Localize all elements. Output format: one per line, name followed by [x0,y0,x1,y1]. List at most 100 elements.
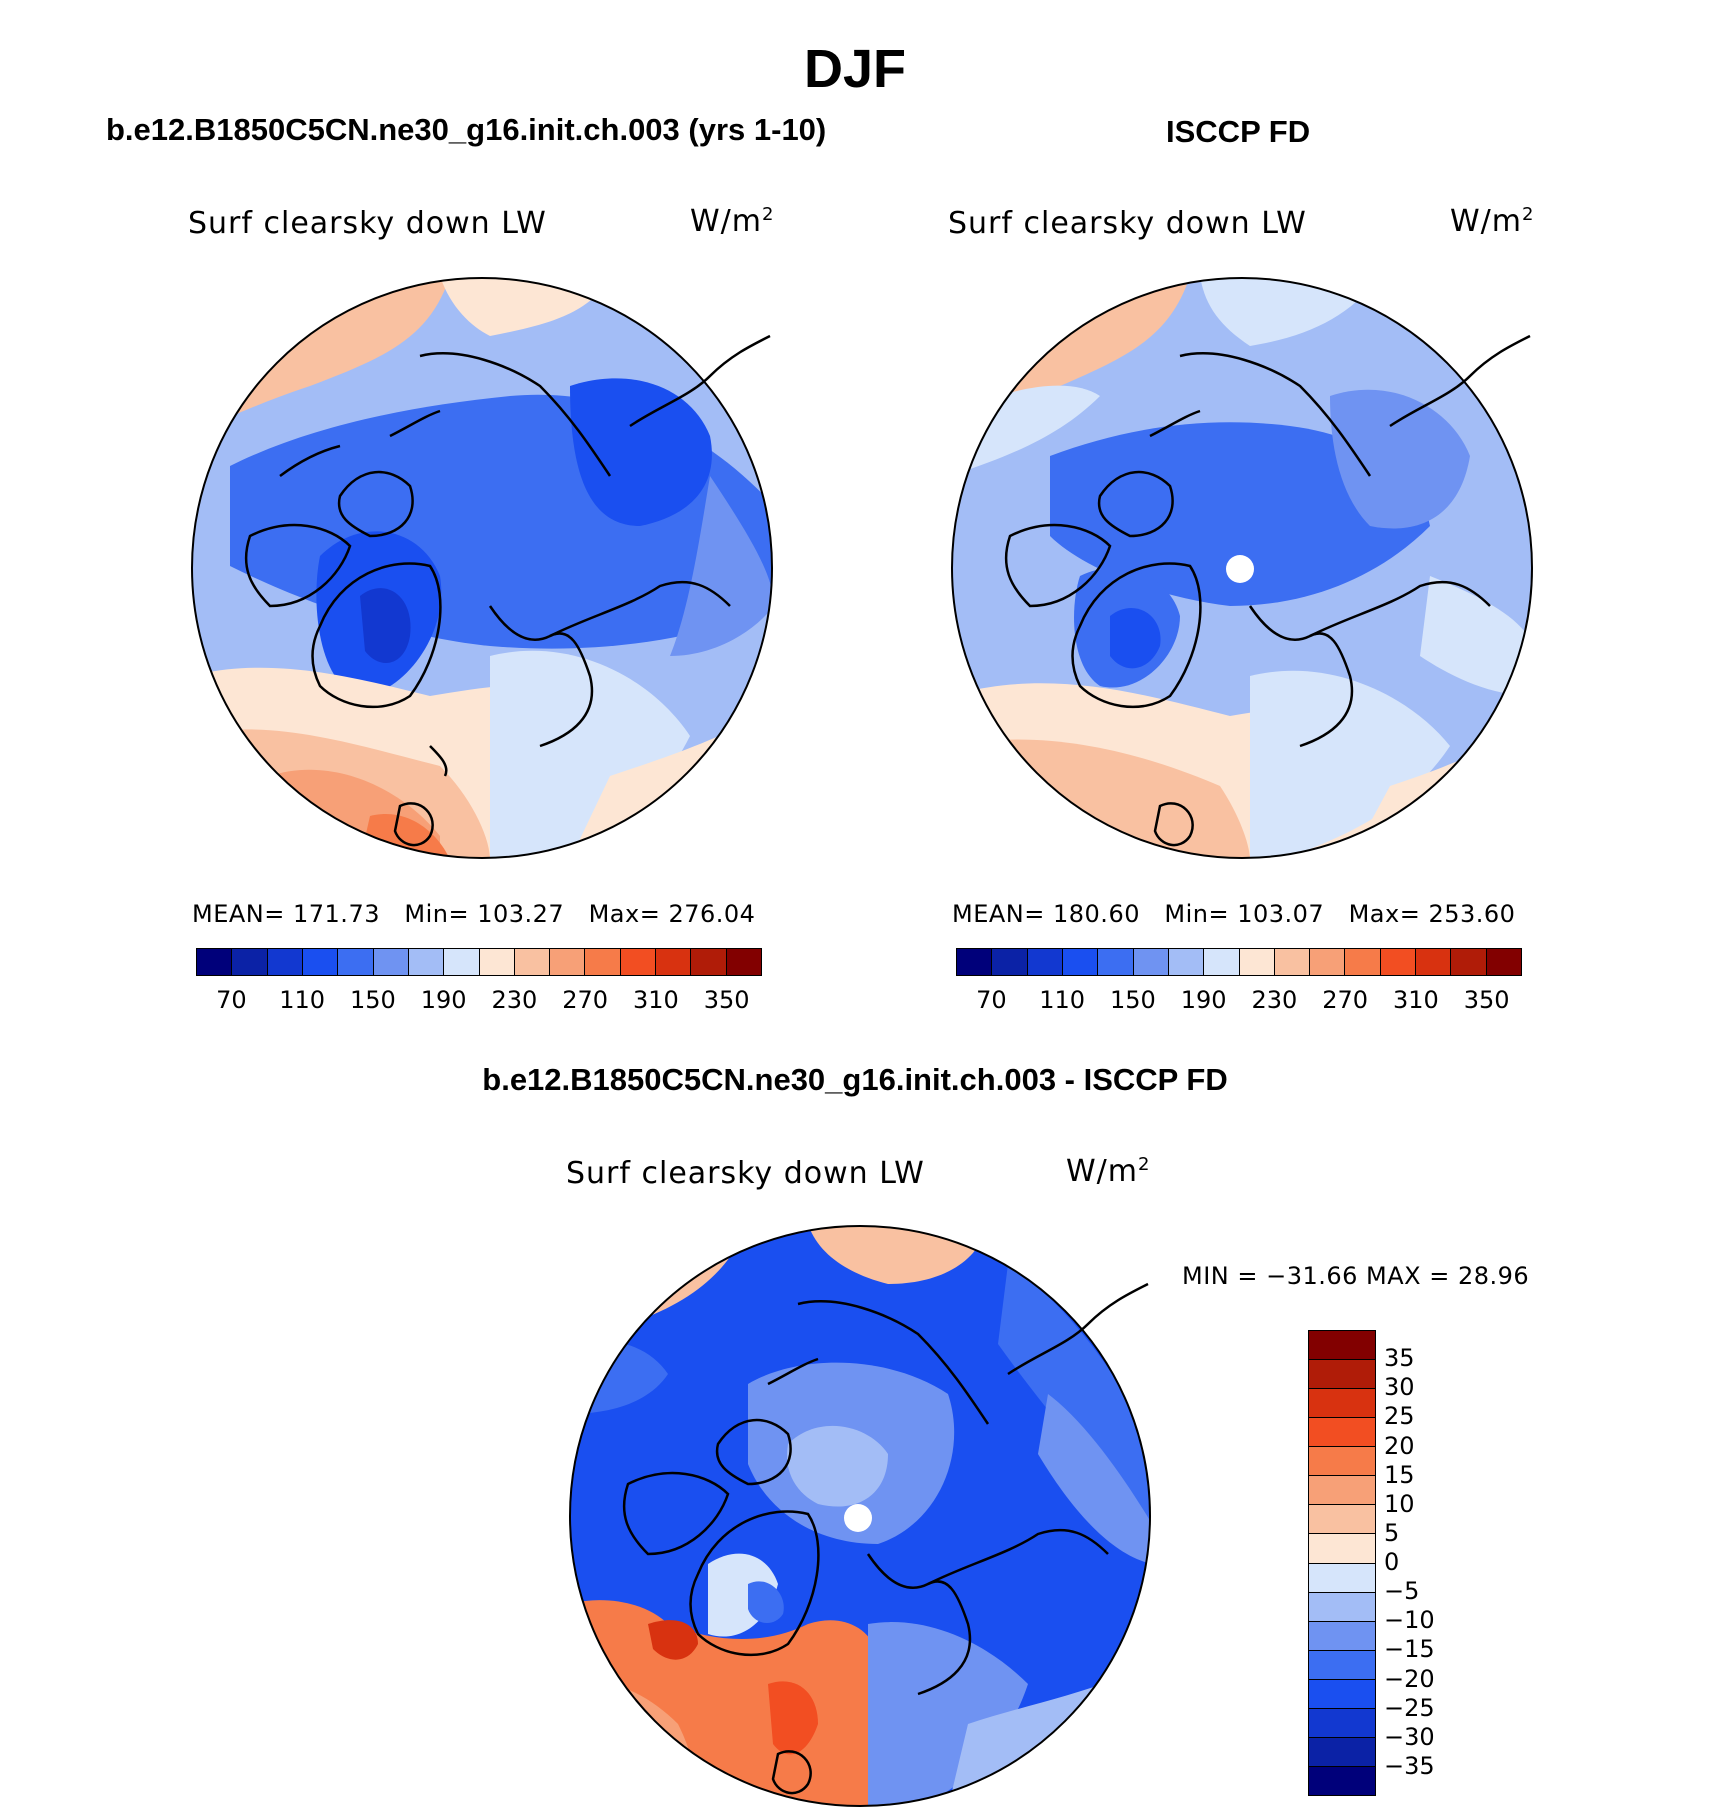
figure-title: DJF [803,39,906,99]
colorbar-swatch [1380,949,1417,975]
colorbar-swatch [620,949,657,975]
colorbar-swatch [1309,1534,1375,1564]
colorbar-swatch [1309,1708,1375,1738]
colorbar-tick-label: −10 [1384,1606,1435,1635]
colorbar-swatch [1239,949,1275,975]
colorbar-swatch [1309,1766,1375,1795]
colorbar-swatch [1098,949,1134,975]
colorbar-tick-label: 350 [1463,986,1510,1014]
colorbar-swatch [1486,949,1521,975]
colorbar-tick-label: 0 [1384,1548,1400,1576]
colorbar-swatch [1451,949,1487,975]
panel2-polar-map [951,277,1533,859]
colorbar-swatch [1062,949,1099,975]
colorbar-swatch [338,949,374,975]
colorbar-swatch [1309,1360,1375,1390]
colorbar-tick-label: −15 [1384,1635,1435,1664]
colorbar-swatch [302,949,339,975]
colorbar-swatch [656,949,692,975]
colorbar-tick-label: 25 [1384,1402,1415,1431]
panel3-case-title: b.e12.B1850C5CN.ne30_g16.init.ch.003 - I… [482,1062,1228,1097]
colorbar-tick-label: −30 [1384,1722,1435,1751]
colorbar-swatch [1309,1592,1375,1622]
colorbar-swatch [514,949,551,975]
colorbar-swatch [1309,1737,1375,1767]
colorbar-swatch [1309,1331,1375,1361]
colorbar-tick-label: 190 [420,986,467,1014]
colorbar-swatch [1309,1563,1375,1593]
colorbar-tick-label: 150 [349,986,396,1014]
panel1-case-title: b.e12.B1850C5CN.ne30_g16.init.ch.003 (yr… [106,112,827,147]
colorbar-tick-label: 270 [1322,986,1369,1014]
colorbar-swatch [1309,1389,1375,1419]
panel1-variable: Surf clearsky down LW [188,206,547,241]
colorbar-tick-label: 35 [1384,1344,1415,1373]
panel2-units: W/m2 [1450,204,1535,239]
colorbar-swatch [267,949,303,975]
colorbar-tick-label: 70 [216,986,247,1014]
colorbar-tick-label: −20 [1384,1664,1435,1693]
panel1-stats: MEAN= 171.73 Min= 103.27 Max= 276.04 [192,900,756,928]
panel3-minmax: MIN = −31.66 MAX = 28.96 [1182,1262,1530,1290]
colorbar-tick-label: 150 [1109,986,1156,1014]
colorbar-swatch [444,949,480,975]
colorbar-swatch [957,949,993,975]
colorbar-swatch [1309,1679,1375,1709]
panel3-colorbar-labels: 35 30 25 20 15 10 5 0 −5 −10 −15 −20 −25 −30 −35 [1384,1330,1504,1796]
panel1-colorbar [196,948,762,976]
colorbar-swatch [1309,1418,1375,1448]
colorbar-swatch [1345,949,1381,975]
panel1-units: W/m2 [690,204,775,239]
colorbar-tick-label: 110 [279,986,326,1014]
colorbar-swatch [232,949,268,975]
colorbar-tick-label: 30 [1384,1373,1415,1402]
colorbar-swatch [992,949,1028,975]
colorbar-swatch [1309,1621,1375,1651]
colorbar-tick-label: −25 [1384,1693,1435,1722]
colorbar-tick-label: 310 [1392,986,1439,1014]
colorbar-swatch [1274,949,1311,975]
colorbar-swatch [550,949,586,975]
panel3-colorbar [1308,1330,1376,1796]
colorbar-swatch [1027,949,1063,975]
colorbar-tick-label: 350 [703,986,750,1014]
colorbar-tick-label: 10 [1384,1489,1415,1518]
colorbar-swatch [726,949,761,975]
colorbar-tick-label: 70 [976,986,1007,1014]
colorbar-swatch [1310,949,1346,975]
colorbar-swatch [1204,949,1240,975]
colorbar-tick-label: 270 [562,986,609,1014]
colorbar-swatch [1309,1650,1375,1680]
panel2-colorbar-labels: 70 110 150 190 230 270 310 350 [956,986,1522,1016]
panel3-variable: Surf clearsky down LW [566,1156,925,1191]
colorbar-swatch [373,949,409,975]
colorbar-swatch [1309,1447,1375,1477]
colorbar-swatch [691,949,727,975]
colorbar-tick-label: 110 [1039,986,1086,1014]
colorbar-tick-label: −5 [1384,1577,1420,1606]
panel2-case-title: ISCCP FD [1166,114,1311,149]
colorbar-swatch [585,949,621,975]
colorbar-tick-label: 230 [491,986,538,1014]
colorbar-tick-label: 190 [1180,986,1227,1014]
colorbar-swatch [1309,1505,1375,1535]
panel2-stats: MEAN= 180.60 Min= 103.07 Max= 253.60 [952,900,1516,928]
colorbar-tick-label: 20 [1384,1431,1415,1460]
colorbar-swatch [1133,949,1169,975]
colorbar-tick-label: 15 [1384,1460,1415,1489]
panel3-units: W/m2 [1066,1154,1151,1189]
colorbar-swatch [1168,949,1205,975]
panel1-polar-map [191,277,773,859]
colorbar-swatch [479,949,515,975]
colorbar-tick-label: 5 [1384,1518,1400,1547]
colorbar-swatch [197,949,233,975]
colorbar-tick-label: 230 [1251,986,1298,1014]
colorbar-swatch [1416,949,1452,975]
colorbar-swatch [1309,1476,1375,1506]
panel2-variable: Surf clearsky down LW [948,206,1307,241]
panel3-polar-map [569,1225,1151,1807]
panel2-colorbar [956,948,1522,976]
colorbar-swatch [408,949,445,975]
colorbar-tick-label: −35 [1384,1751,1435,1780]
colorbar-tick-label: 310 [632,986,679,1014]
